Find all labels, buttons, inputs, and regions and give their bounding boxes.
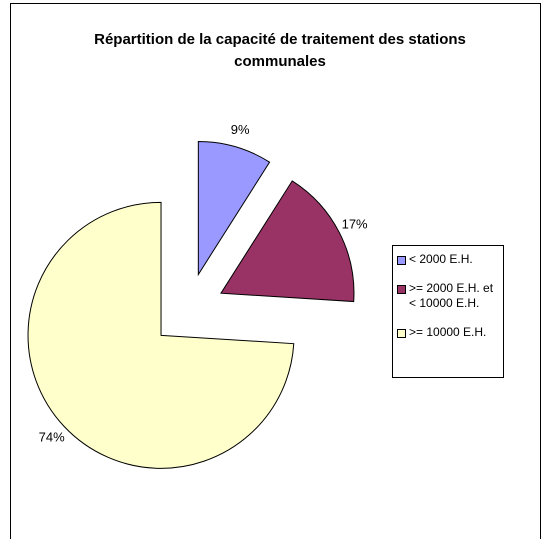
- legend-item: >= 10000 E.H.: [397, 325, 499, 340]
- legend-swatch: [397, 329, 406, 338]
- pie-slice: [197, 140, 271, 277]
- legend-label: >= 10000 E.H.: [409, 325, 487, 339]
- data-label: 74%: [39, 429, 65, 444]
- chart-title: Répartition de la capacité de traitement…: [94, 31, 466, 70]
- pie-slice: [220, 180, 355, 303]
- legend-label: >= 2000 E.H. et < 10000 E.H.: [409, 281, 494, 310]
- legend-swatch: [397, 256, 406, 265]
- data-label: 9%: [231, 122, 250, 137]
- legend-item: >= 2000 E.H. et < 10000 E.H.: [397, 281, 499, 311]
- legend: < 2000 E.H. >= 2000 E.H. et < 10000 E.H. >…: [392, 245, 504, 378]
- legend-swatch: [397, 285, 406, 294]
- data-label: 17%: [342, 217, 368, 232]
- legend-label: < 2000 E.H.: [409, 252, 473, 266]
- legend-item: < 2000 E.H.: [397, 252, 499, 267]
- pie-slice: [27, 201, 295, 469]
- chart-frame: [10, 3, 541, 539]
